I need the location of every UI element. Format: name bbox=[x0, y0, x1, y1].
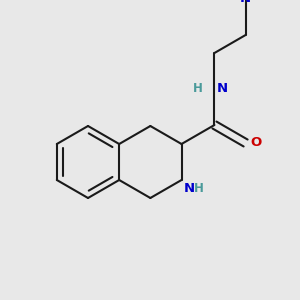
Text: H: H bbox=[194, 182, 203, 194]
Text: H: H bbox=[193, 82, 202, 95]
Text: N: N bbox=[184, 182, 195, 194]
Text: N: N bbox=[240, 0, 251, 5]
Text: O: O bbox=[250, 136, 262, 149]
Text: N: N bbox=[216, 82, 228, 95]
